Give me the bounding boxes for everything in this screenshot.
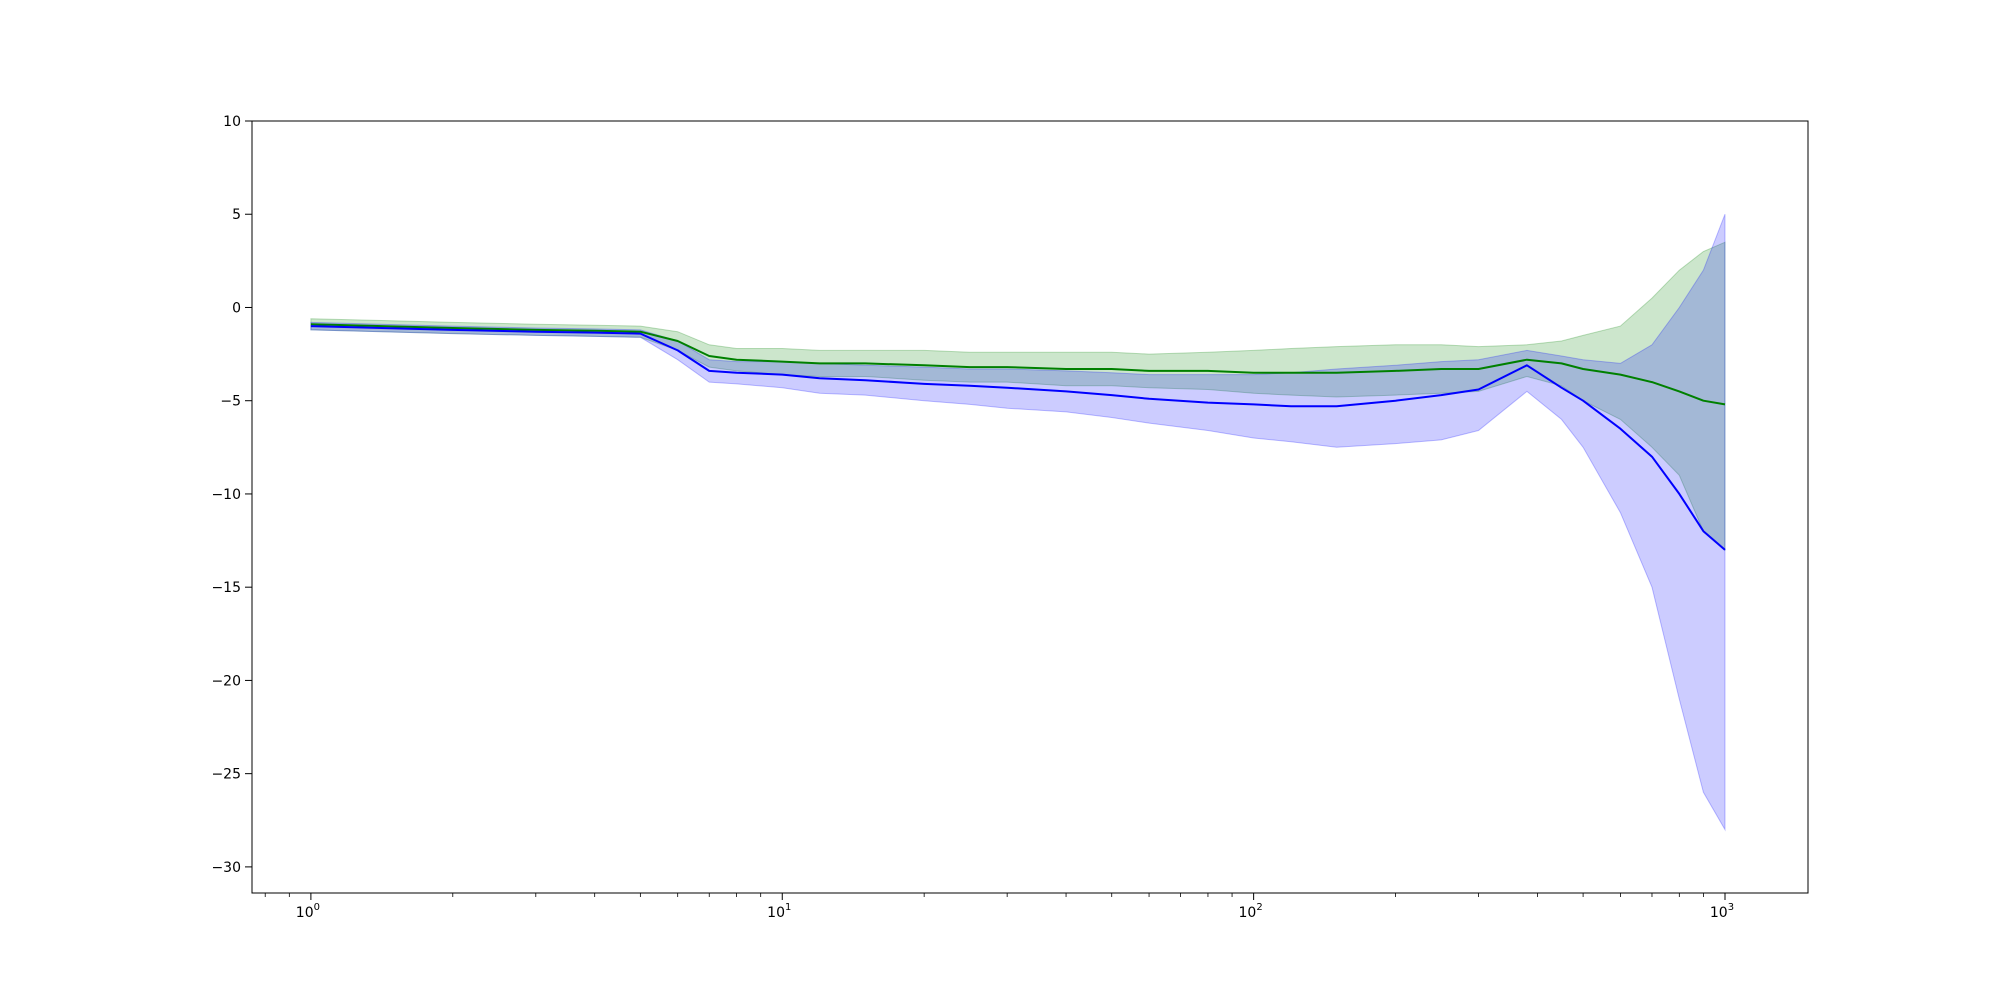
y-tick-label: 10	[223, 114, 241, 130]
series-2-line	[310, 325, 1726, 551]
y-tick-label: 0	[232, 300, 241, 316]
series-2-band	[310, 214, 1726, 832]
y-tick-label: −25	[211, 767, 241, 783]
y-tick-label: −5	[220, 394, 241, 410]
x-tick-exponent: 1	[785, 902, 791, 913]
y-axis-ticks: 10 5 0 −5 −10 −15 −20 −25 −30	[211, 114, 252, 876]
y-tick-label: −15	[211, 580, 241, 596]
y-tick-label: −20	[211, 673, 241, 689]
y-tick-label: −30	[211, 860, 241, 876]
x-tick-exponent: 2	[1256, 902, 1262, 913]
series-1-line	[310, 323, 1726, 406]
x-tick-exponent: 3	[1728, 902, 1734, 913]
y-tick-label: 5	[232, 207, 241, 223]
x-tick-exponent: 0	[314, 902, 320, 913]
plot-area-frame	[251, 120, 1809, 894]
series-lines	[310, 323, 1726, 551]
y-tick-label: −10	[211, 487, 241, 503]
